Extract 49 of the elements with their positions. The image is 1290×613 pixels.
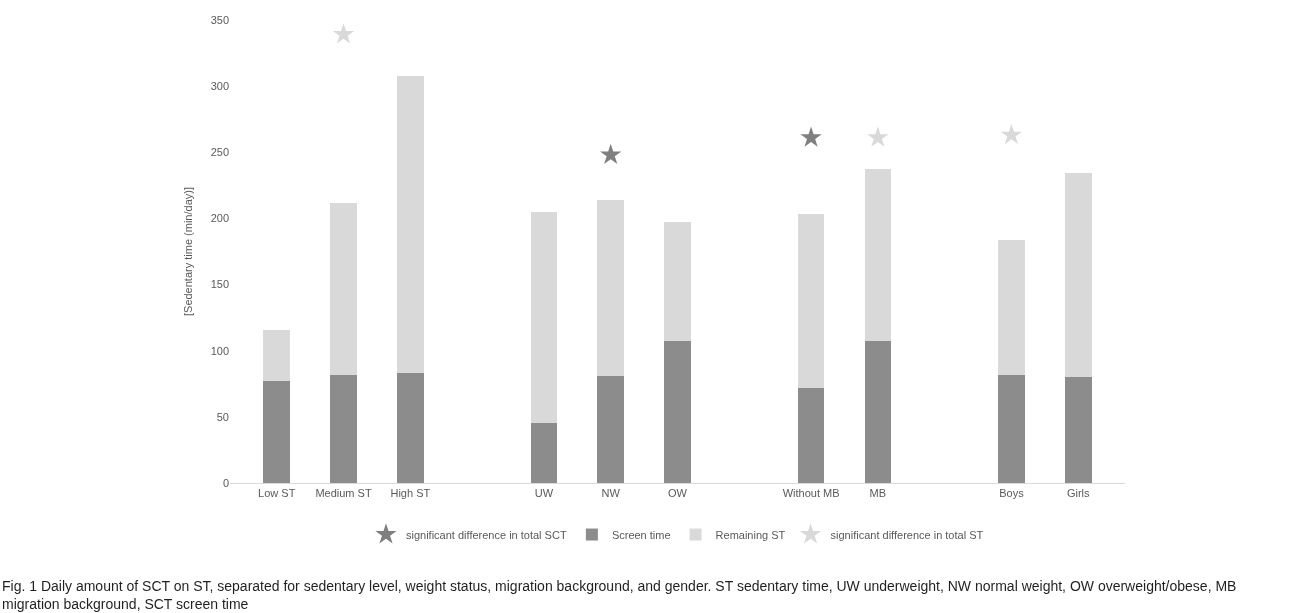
bar <box>1064 173 1092 378</box>
bar <box>664 341 691 483</box>
y-tick-label: 0 <box>222 476 229 489</box>
x-tick-label: Medium ST <box>315 487 372 500</box>
point <box>800 126 822 147</box>
bar <box>864 169 892 342</box>
x-tick-label: OW <box>668 487 688 500</box>
caption: Fig. 1 Daily amount of SCT on ST, separated for sedentary level, weight status, migration background, and gender. ST sedentary time, UW underweight, NW normal weight, OW overweight/obese, MB migration background, SCT screen time <box>2 578 1237 613</box>
bar <box>396 373 424 483</box>
bar <box>530 423 558 483</box>
x-tick-label: High ST <box>390 487 431 500</box>
point <box>1000 123 1023 145</box>
y-tick-label: 250 <box>210 146 229 159</box>
bar <box>396 75 424 374</box>
bar <box>998 239 1025 375</box>
y-tick-label: 150 <box>210 278 229 291</box>
bar <box>797 214 825 388</box>
y-tick-label: 200 <box>210 212 229 225</box>
bar <box>263 329 291 382</box>
bar <box>597 375 625 483</box>
bar <box>530 211 558 424</box>
bar <box>263 381 291 483</box>
x-tick-label: UW <box>534 487 554 500</box>
x-tick-label: Boys <box>999 487 1025 500</box>
legend-label: Remaining ST <box>715 528 786 541</box>
y-tick-label: 300 <box>210 79 229 92</box>
point <box>600 143 622 164</box>
y-axis-title: [Sedentary time (min/day)] <box>182 187 195 316</box>
bar <box>864 341 892 483</box>
x-tick-label: NW <box>601 487 621 500</box>
bar <box>1064 377 1092 483</box>
x-tick-label: MB <box>869 487 887 500</box>
bar <box>330 374 357 483</box>
x-tick-label: Girls <box>1066 487 1091 500</box>
y-tick-label: 100 <box>210 344 229 357</box>
x-tick-label: Without MB <box>782 487 840 500</box>
legend-label: significant difference in total ST <box>830 528 984 541</box>
legend-label: significant difference in total SCT <box>406 528 567 541</box>
x-tick-label: Low ST <box>258 487 296 500</box>
y-tick-label: 50 <box>216 410 229 423</box>
point <box>332 23 355 44</box>
y-tick-label: 350 <box>210 13 229 26</box>
bar <box>998 374 1025 483</box>
bar <box>664 222 691 342</box>
point <box>867 126 889 147</box>
bar <box>597 199 625 376</box>
legend-label: Screen time <box>611 528 671 541</box>
bar <box>330 202 357 375</box>
bar <box>797 387 825 483</box>
